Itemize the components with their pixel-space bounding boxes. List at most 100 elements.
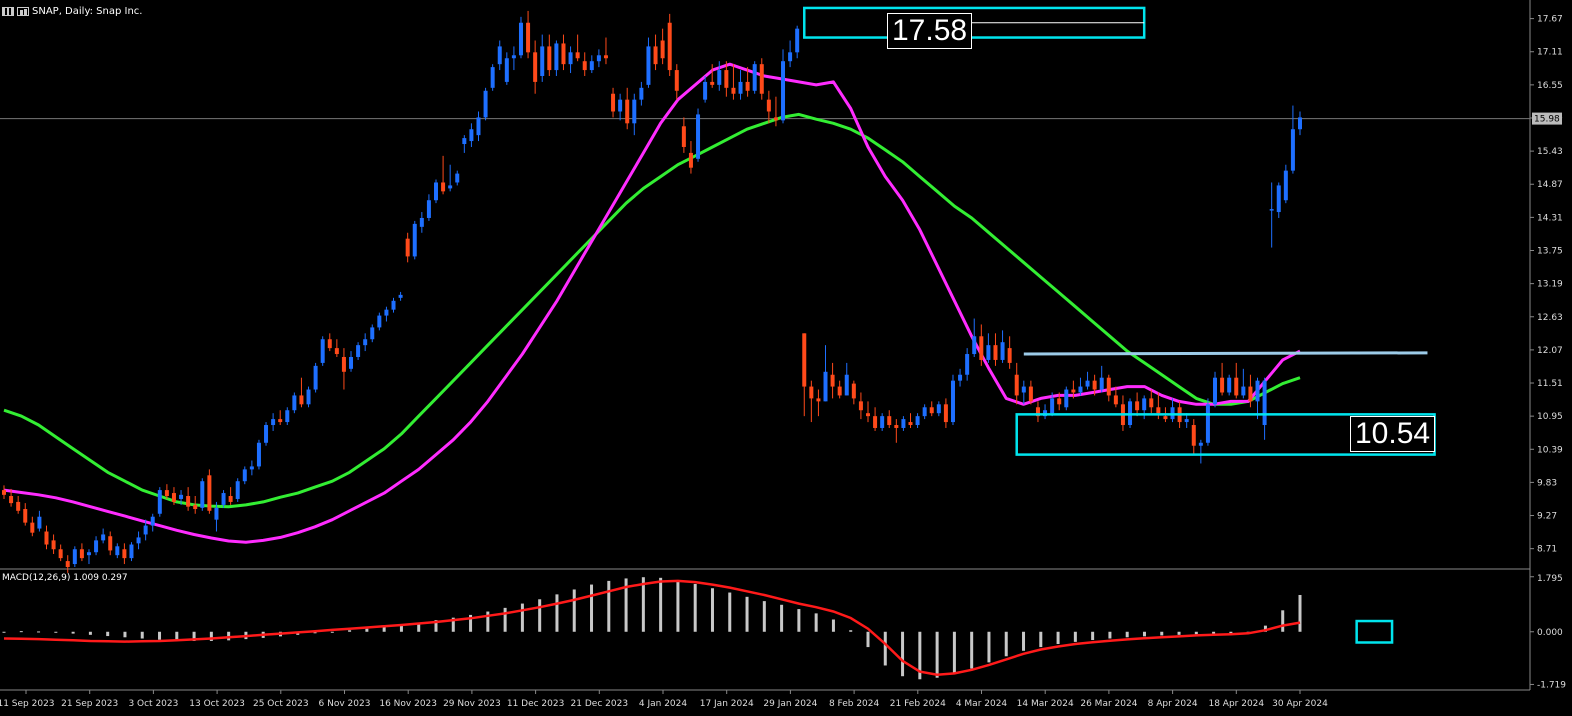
price-tick-label: 9.27 bbox=[1537, 512, 1557, 522]
candle-body bbox=[51, 540, 56, 550]
bear-candle bbox=[1234, 362, 1239, 399]
candle-body bbox=[320, 339, 325, 363]
bull-candle bbox=[264, 422, 269, 446]
bear-candle bbox=[1220, 362, 1225, 396]
macd-highlight-box bbox=[1355, 619, 1394, 644]
candle-body bbox=[370, 327, 375, 340]
macd-histogram-bar bbox=[2, 631, 6, 633]
macd-histogram-bar bbox=[1160, 631, 1164, 636]
bear-candle bbox=[681, 117, 686, 153]
candle-body bbox=[483, 90, 488, 118]
candle-body bbox=[1057, 398, 1062, 405]
bear-candle bbox=[1149, 389, 1154, 414]
macd-histogram-bar bbox=[1298, 594, 1302, 632]
bear-candle bbox=[660, 28, 665, 65]
macd-histogram-bar bbox=[590, 584, 594, 632]
bull-candle bbox=[221, 490, 226, 508]
time-tick-label: 4 Jan 2024 bbox=[639, 699, 687, 709]
bear-candle bbox=[688, 141, 693, 174]
candle-body bbox=[65, 561, 70, 567]
candle-body bbox=[873, 416, 878, 428]
time-tick-label: 26 Mar 2024 bbox=[1080, 699, 1137, 709]
bull-candle bbox=[157, 487, 162, 517]
bull-candle bbox=[306, 386, 311, 408]
candle-body bbox=[696, 114, 701, 159]
candle-body bbox=[738, 81, 743, 94]
fast-moving-average-line bbox=[3, 62, 1301, 544]
macd-histogram-bar bbox=[555, 594, 559, 632]
price-tick-label: 13.75 bbox=[1537, 247, 1563, 257]
bull-candle bbox=[844, 362, 849, 396]
macd-histogram-bar bbox=[1022, 631, 1026, 651]
candle-body bbox=[936, 404, 941, 414]
bull-candle bbox=[795, 25, 800, 59]
candle-body bbox=[858, 401, 863, 411]
bull-candle bbox=[1078, 377, 1083, 396]
price-tick-label: 11.51 bbox=[1537, 379, 1563, 389]
macd-histogram-bar bbox=[123, 631, 127, 638]
bull-candle bbox=[1213, 371, 1218, 408]
candle-body bbox=[816, 398, 821, 402]
candle-body bbox=[710, 81, 715, 85]
time-tick-label: 21 Feb 2024 bbox=[890, 699, 946, 709]
candle-body bbox=[830, 374, 835, 387]
bear-candle bbox=[1007, 336, 1012, 369]
candle-body bbox=[526, 22, 531, 53]
candle-body bbox=[341, 356, 346, 372]
candle-body bbox=[285, 410, 290, 423]
bear-candle bbox=[108, 531, 113, 556]
macd-histogram-bar bbox=[659, 577, 663, 632]
bull-candle bbox=[235, 478, 240, 502]
bull-candle bbox=[1099, 365, 1104, 393]
bear-candle bbox=[809, 380, 814, 423]
bull-candle bbox=[136, 531, 141, 550]
bull-candle bbox=[483, 87, 488, 121]
candle-body bbox=[79, 549, 84, 559]
bull-candle bbox=[1021, 380, 1026, 405]
bull-candle bbox=[738, 70, 743, 100]
macd-histogram-bar bbox=[1056, 631, 1060, 645]
time-tick-label: 18 Apr 2024 bbox=[1208, 699, 1264, 709]
bear-candle bbox=[547, 34, 552, 76]
bear-candle bbox=[625, 87, 630, 130]
grid-icon[interactable] bbox=[2, 7, 14, 16]
candle-body bbox=[1255, 380, 1260, 402]
candle-body bbox=[596, 55, 601, 62]
candle-body bbox=[1021, 386, 1026, 393]
bear-candle bbox=[533, 40, 538, 94]
bear-candle bbox=[908, 413, 913, 428]
candle-body bbox=[334, 348, 339, 355]
bull-candle bbox=[419, 212, 424, 233]
candle-body bbox=[16, 501, 21, 511]
macd-histogram-bar bbox=[797, 609, 801, 632]
bull-candle bbox=[370, 324, 375, 343]
candle-body bbox=[547, 46, 552, 71]
bear-candle bbox=[441, 155, 446, 195]
bull-candle bbox=[922, 404, 927, 420]
bear-candle bbox=[745, 67, 750, 97]
bar-chart-icon[interactable] bbox=[17, 7, 29, 16]
candle-body bbox=[603, 55, 608, 59]
time-tick-label: 17 Jan 2024 bbox=[700, 699, 754, 709]
macd-histogram-bar bbox=[1039, 631, 1043, 648]
bull-candle bbox=[391, 297, 396, 313]
macd-tick-label: -1.719 bbox=[1537, 680, 1566, 690]
price-tick-label: 9.83 bbox=[1537, 478, 1557, 488]
candle-body bbox=[1234, 377, 1239, 396]
bear-candle bbox=[1028, 380, 1033, 405]
time-tick-label: 21 Sep 2023 bbox=[61, 699, 118, 709]
candle-body bbox=[129, 544, 134, 559]
bear-candle bbox=[16, 496, 21, 514]
bull-candle bbox=[377, 312, 382, 331]
bull-candle bbox=[86, 549, 91, 565]
time-tick-label: 6 Nov 2023 bbox=[319, 699, 371, 709]
candle-body bbox=[929, 407, 934, 414]
price-tick-label: 12.63 bbox=[1537, 313, 1563, 323]
candle-body bbox=[993, 345, 998, 360]
current-price-tag-box bbox=[1532, 112, 1562, 125]
bull-candle bbox=[986, 333, 991, 363]
candle-body bbox=[958, 374, 963, 381]
bear-candle bbox=[873, 407, 878, 431]
macd-histogram-bar bbox=[935, 631, 939, 678]
